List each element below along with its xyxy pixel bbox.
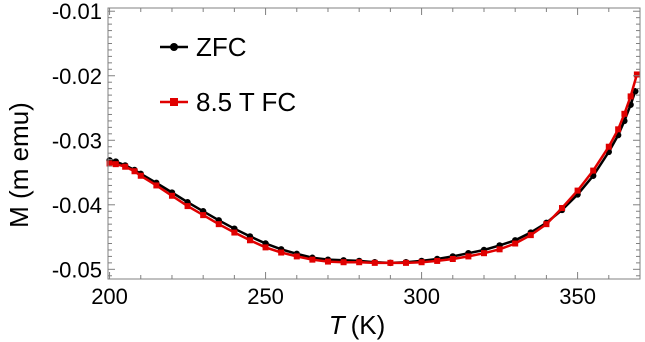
series-line — [109, 90, 637, 265]
data-point — [418, 259, 425, 266]
data-point — [231, 229, 238, 236]
x-tick-label: 250 — [247, 284, 284, 309]
data-point — [278, 249, 285, 256]
data-point — [293, 253, 300, 260]
legend-swatch-marker — [170, 43, 178, 51]
data-point — [480, 250, 487, 257]
y-axis-title: M (m emu) — [4, 102, 34, 228]
data-point — [309, 256, 316, 263]
data-point — [153, 182, 160, 189]
data-point — [371, 259, 378, 266]
y-tick-label: -0.03 — [52, 128, 102, 153]
data-point — [106, 160, 113, 167]
data-point — [527, 232, 534, 239]
data-point — [246, 237, 253, 244]
y-tick-label: -0.02 — [52, 64, 102, 89]
data-point — [215, 221, 222, 228]
legend-item: 8.5 T FC — [160, 87, 296, 117]
data-point — [621, 110, 628, 117]
data-point — [465, 253, 472, 260]
y-tick-label: -0.04 — [52, 193, 102, 218]
data-point — [627, 93, 634, 100]
data-point — [449, 255, 456, 262]
data-point — [356, 259, 363, 266]
data-point — [496, 246, 503, 253]
y-tick-label: -0.01 — [52, 0, 102, 24]
data-point — [434, 257, 441, 264]
data-point — [131, 168, 138, 175]
data-point — [324, 258, 331, 265]
data-point — [387, 259, 394, 266]
x-axis-symbol: T — [329, 310, 347, 340]
data-point — [184, 203, 191, 210]
data-point — [200, 212, 207, 219]
legend-swatch-marker — [170, 98, 178, 106]
data-layer — [106, 71, 640, 267]
x-axis-title: T (K) — [329, 310, 386, 340]
series-fc — [106, 71, 640, 266]
data-point — [402, 259, 409, 266]
x-tick-label: 350 — [559, 284, 596, 309]
data-point — [574, 187, 581, 194]
legend-label: 8.5 T FC — [196, 87, 296, 117]
legend-label: ZFC — [196, 32, 247, 62]
data-point — [168, 192, 175, 199]
y-tick-label: -0.05 — [52, 257, 102, 282]
data-point — [605, 143, 612, 150]
data-point — [137, 172, 144, 179]
legend: ZFC 8.5 T FC — [160, 32, 296, 117]
data-point — [122, 163, 129, 170]
data-point — [558, 205, 565, 212]
data-point — [112, 161, 119, 168]
x-tick-label: 300 — [403, 284, 440, 309]
series-line — [109, 74, 639, 265]
x-axis-unit: (K) — [351, 310, 386, 340]
data-point — [340, 259, 347, 266]
x-tick-label: 200 — [91, 284, 128, 309]
data-point — [543, 221, 550, 228]
data-point — [633, 71, 640, 78]
series-zfc — [106, 88, 639, 267]
data-point — [590, 167, 597, 174]
legend-item: ZFC — [160, 32, 247, 62]
plot-frame — [107, 7, 641, 280]
data-point — [512, 240, 519, 247]
data-point — [262, 244, 269, 251]
data-point — [615, 126, 622, 133]
ticks-layer: 200 250 300 350 -0.05 -0.04 -0.03 -0.02 -0.01 — [52, 0, 640, 309]
